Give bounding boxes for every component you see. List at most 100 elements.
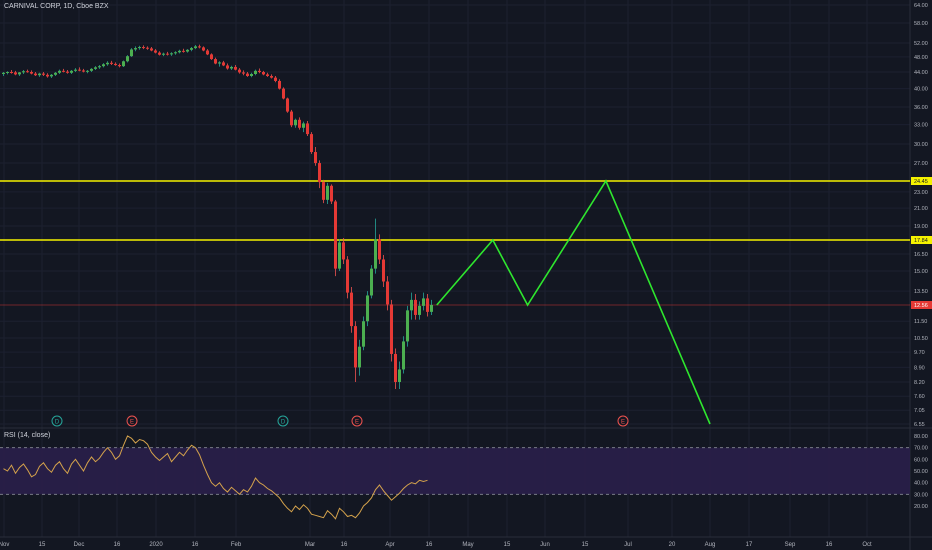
time-tick-label: Sep: [785, 542, 796, 548]
candles: [2, 44, 433, 389]
price-tick-label: 52.00: [914, 41, 928, 47]
price-tick-label: 58.00: [914, 21, 928, 27]
candle-body: [366, 295, 369, 322]
price-tick-label: 6.55: [914, 422, 925, 428]
price-tick-label: 44.00: [914, 70, 928, 76]
candle-body: [294, 119, 297, 126]
candle-body: [190, 48, 193, 50]
candle-body: [306, 123, 309, 135]
candle-body: [226, 65, 229, 69]
price-tick-label: 36.00: [914, 105, 928, 111]
time-tick-label: Nov: [0, 542, 9, 548]
dividend-marker: [277, 415, 289, 427]
candle-body: [410, 299, 413, 311]
candle-body: [290, 111, 293, 126]
time-tick-label: Jul: [624, 542, 632, 548]
candle-body: [158, 52, 161, 55]
price-badge-17.84: [911, 236, 932, 244]
candle-body: [142, 47, 145, 49]
price-tick-label: 64.00: [914, 3, 928, 9]
candle-body: [66, 71, 69, 73]
earnings-marker: [126, 415, 138, 427]
time-tick-label: 16: [114, 542, 121, 548]
candle-body: [374, 239, 377, 269]
chart-title: CARNIVAL CORP, 1D, Cboe BZX: [4, 3, 109, 10]
candle-body: [118, 65, 121, 67]
price-tick-label: 11.50: [914, 319, 927, 325]
time-tick-label: Feb: [231, 542, 242, 548]
candle-body: [394, 353, 397, 382]
candle-body: [138, 47, 141, 49]
candle-body: [106, 62, 109, 65]
candle-body: [146, 47, 149, 49]
candle-body: [162, 53, 165, 55]
price-axis[interactable]: 64.00 58.00 52.00 48.00 44.00 40.00 36.00 33.00…: [914, 3, 928, 510]
rsi-tick-label: 40.00: [914, 481, 928, 487]
candle-body: [262, 72, 265, 75]
time-tick-label: 15: [582, 542, 589, 548]
candle-body: [110, 62, 113, 64]
rsi-tick-label: 20.00: [914, 504, 928, 510]
time-tick-label: May: [462, 542, 473, 548]
candle-body: [166, 53, 169, 55]
time-tick-label: 15: [39, 542, 46, 548]
time-axis[interactable]: Nov 15 Dec 16 2020 16 Feb Mar 16 Apr 16 May 15 Jun 15 J…: [0, 542, 872, 548]
candle-body: [2, 72, 5, 74]
candle-body: [350, 292, 353, 327]
candle-body: [318, 163, 321, 183]
price-tick-label: 21.00: [914, 206, 928, 212]
price-tick-label: 16.50: [914, 252, 928, 258]
rsi-pane: [0, 435, 910, 520]
candle-body: [46, 74, 49, 77]
time-tick-label: Mar: [305, 542, 315, 548]
time-tick-label: Jun: [540, 542, 550, 548]
candle-body: [26, 71, 29, 73]
candle-body: [362, 321, 365, 347]
candle-body: [70, 70, 73, 73]
candle-body: [330, 185, 333, 202]
candle-body: [18, 72, 21, 75]
candle-body: [90, 68, 93, 71]
projection-path[interactable]: [436, 179, 711, 425]
candle-body: [242, 72, 245, 74]
candle-body: [230, 66, 233, 69]
time-tick-label: 15: [504, 542, 511, 548]
rsi-band: [0, 447, 910, 495]
candle-body: [282, 88, 285, 99]
candle-body: [182, 50, 185, 52]
rsi-tick-label: 60.00: [914, 457, 928, 463]
dividend-marker-letter: D: [281, 420, 286, 426]
candle-body: [214, 59, 217, 64]
time-tick-label: 16: [192, 542, 199, 548]
candle-body: [154, 50, 157, 53]
rsi-line: [3, 435, 428, 520]
candle-body: [370, 268, 373, 296]
candle-body: [246, 73, 249, 77]
candle-body: [174, 52, 177, 54]
price-tick-label: 7.60: [914, 394, 925, 400]
time-tick-label: Aug: [705, 542, 716, 548]
candle-body: [54, 72, 57, 75]
earnings-marker-letter: E: [130, 420, 134, 426]
rsi-tick-label: 80.00: [914, 434, 928, 440]
candle-body: [346, 259, 349, 293]
candle-body: [302, 123, 305, 128]
candle-body: [78, 69, 81, 71]
candle-body: [354, 326, 357, 368]
candle-body: [278, 80, 281, 89]
horizontal-lines[interactable]: [0, 180, 910, 306]
time-tick-label: 16: [341, 542, 348, 548]
time-tick-label: 20: [669, 542, 676, 548]
candle-body: [50, 74, 53, 77]
candle-body: [126, 56, 129, 62]
price-tick-label: 9.70: [914, 350, 925, 356]
projection-line: [436, 179, 711, 425]
candle-body: [206, 50, 209, 55]
candle-body: [430, 305, 433, 312]
candle-body: [270, 76, 273, 78]
price-tick-label: 8.20: [914, 380, 925, 386]
candle-body: [418, 305, 421, 315]
dividend-marker: [51, 415, 63, 427]
